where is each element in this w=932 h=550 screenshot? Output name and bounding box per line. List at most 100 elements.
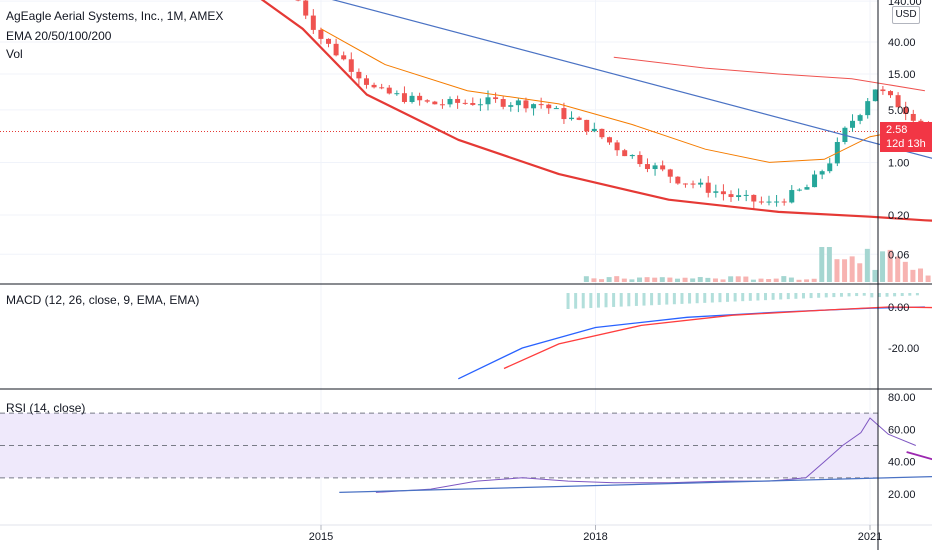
volume-bar <box>659 277 665 282</box>
macd-histogram-bar <box>634 293 638 306</box>
macd-histogram-bar <box>710 293 714 303</box>
rsi-band <box>0 413 878 478</box>
candle-body <box>561 108 567 120</box>
rsi-tick-label: 80.00 <box>888 392 916 404</box>
macd-histogram-bar <box>604 293 608 308</box>
rsi-tick-label: 40.00 <box>888 457 916 469</box>
volume-bar <box>591 278 597 282</box>
volume-bar <box>826 247 832 282</box>
macd-histogram-bar <box>771 293 775 300</box>
macd-histogram-bar <box>680 293 684 304</box>
macd-histogram-bar <box>596 293 600 308</box>
year-tick-label: 2018 <box>583 531 607 543</box>
ema-legend[interactable]: EMA 20/50/100/200 <box>6 29 112 43</box>
candle-body <box>903 107 909 114</box>
volume-bar <box>804 279 810 282</box>
candle-body <box>303 0 309 16</box>
macd-histogram-bar <box>642 293 646 306</box>
candle-body <box>295 0 301 1</box>
macd-histogram-bar <box>817 293 821 298</box>
candle-body <box>872 89 878 102</box>
macd-histogram-bar <box>764 293 768 301</box>
volume-bar <box>629 279 635 282</box>
volume-bar <box>834 259 840 282</box>
macd-histogram-bar <box>855 293 859 297</box>
candle-body <box>789 190 795 203</box>
candle-body <box>774 201 780 203</box>
candle-body <box>569 117 575 120</box>
volume-bar <box>644 277 650 282</box>
price-tick-label: 0.20 <box>888 210 909 222</box>
candle-body <box>796 189 802 191</box>
candle-body <box>515 100 521 106</box>
candle-body <box>500 99 506 107</box>
candle-body <box>318 29 324 39</box>
volume-bar <box>788 277 794 282</box>
macd-histogram-bar <box>786 293 790 300</box>
volume-bar <box>599 279 605 282</box>
candle-body <box>865 101 871 116</box>
macd-histogram-bar <box>824 293 828 298</box>
macd-legend[interactable]: MACD (12, 26, close, 9, EMA, EMA) <box>6 293 200 307</box>
candle-body <box>857 115 863 121</box>
macd-histogram-bar <box>839 293 843 297</box>
volume-bar <box>652 277 658 282</box>
candle-body <box>455 98 461 103</box>
rsi-pane[interactable] <box>0 412 932 493</box>
macd-histogram-bar <box>756 293 760 301</box>
candle-body <box>728 194 734 198</box>
candle-body <box>538 104 544 106</box>
last-price-value: 2.58 <box>886 124 908 136</box>
candle-body <box>447 98 453 105</box>
volume-bar <box>758 278 764 282</box>
bar-countdown: 12d 13h <box>886 138 926 150</box>
candle-body <box>493 97 499 100</box>
volume-bar <box>766 279 772 282</box>
volume-legend[interactable]: Vol <box>6 47 23 61</box>
candle-body <box>394 93 400 95</box>
candle-body <box>363 78 369 85</box>
rsi-legend[interactable]: RSI (14, close) <box>6 401 86 415</box>
currency-badge[interactable]: USD <box>892 6 920 24</box>
volume-bar <box>667 277 673 282</box>
candle-body <box>895 95 901 108</box>
rsi-tick-label: 20.00 <box>888 489 916 501</box>
candle-body <box>485 97 491 105</box>
symbol-title: AgEagle Aerial Systems, Inc., 1M, AMEX <box>6 9 224 23</box>
price-pane[interactable] <box>0 0 932 282</box>
candle-body <box>880 89 886 92</box>
macd-histogram-bar <box>893 293 897 297</box>
macd-histogram-bar <box>566 293 570 309</box>
volume-bar <box>925 275 931 282</box>
candle-body <box>341 55 347 60</box>
candle-body <box>637 154 643 165</box>
volume-bar <box>857 263 863 282</box>
volume-bar <box>842 259 848 282</box>
candle-body <box>333 43 339 56</box>
candle-body <box>751 194 757 202</box>
candle-body <box>591 128 597 132</box>
candle-body <box>386 87 392 94</box>
volume-bar <box>902 261 908 282</box>
macd-pane[interactable] <box>458 293 932 380</box>
candle-body <box>766 201 772 203</box>
candle-body <box>720 191 726 195</box>
candle-body <box>326 38 332 44</box>
volume-bar <box>895 256 901 282</box>
macd-histogram-bar <box>672 293 676 305</box>
ema-cup-curve <box>260 0 932 222</box>
candle-body <box>310 15 316 30</box>
macd-histogram-bar <box>612 293 616 307</box>
ema-short-line <box>320 28 925 163</box>
candle-body <box>910 113 916 121</box>
volume-bar <box>880 251 886 282</box>
year-tick-label: 2015 <box>309 531 333 543</box>
price-tick-label: 1.00 <box>888 157 909 169</box>
volume-bar <box>864 248 870 282</box>
candle-body <box>827 163 833 172</box>
macd-histogram-bar <box>733 293 737 302</box>
candle-body <box>584 119 590 132</box>
macd-histogram-bar <box>877 293 881 298</box>
